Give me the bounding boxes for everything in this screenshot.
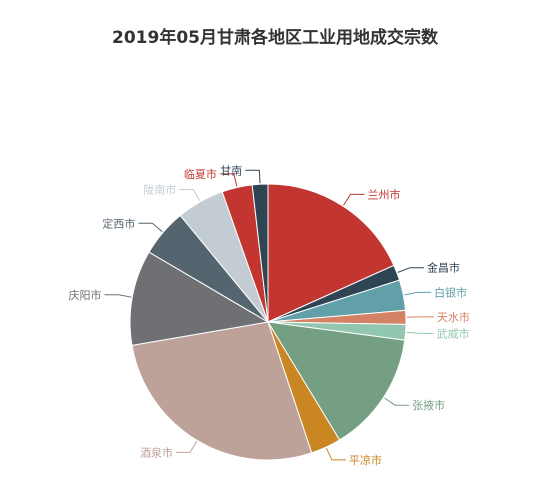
pie-slice[interactable] [129, 251, 270, 347]
label-leader-line [104, 294, 132, 298]
slice-label: 甘南 [220, 164, 242, 177]
pie-slice[interactable] [267, 321, 406, 441]
label-leader-line [384, 397, 410, 406]
label-leader-line [245, 169, 261, 184]
slice-label: 平凉市 [349, 453, 382, 467]
slice-label: 庆阳市 [69, 288, 102, 302]
pie-slice[interactable] [267, 183, 395, 323]
label-leader-line [219, 173, 238, 187]
label-leader-line [176, 441, 198, 453]
label-leader-line [404, 291, 432, 296]
slice-label: 白银市 [434, 285, 467, 299]
slice-label: 定西市 [102, 216, 135, 230]
label-leader-line [179, 189, 201, 202]
slice-label: 陇南市 [143, 183, 176, 197]
pie-slice[interactable] [131, 321, 313, 461]
slice-label: 张掖市 [412, 398, 445, 412]
label-leader-line [397, 267, 424, 273]
slice-label: 临夏市 [184, 167, 217, 181]
label-leader-line [343, 193, 365, 206]
slice-label: 酒泉市 [140, 445, 173, 459]
slice-label: 天水市 [437, 310, 470, 324]
pie-slice[interactable] [251, 183, 269, 323]
slice-label: 兰州市 [368, 187, 401, 201]
chart-title: 2019年05月甘肃各地区工业用地成交宗数 [112, 28, 438, 48]
label-leader-line [325, 447, 346, 461]
slice-label: 金昌市 [427, 261, 460, 275]
slice-label: 武威市 [437, 326, 470, 340]
label-leader-line [138, 222, 163, 233]
label-leader-line [406, 331, 434, 334]
